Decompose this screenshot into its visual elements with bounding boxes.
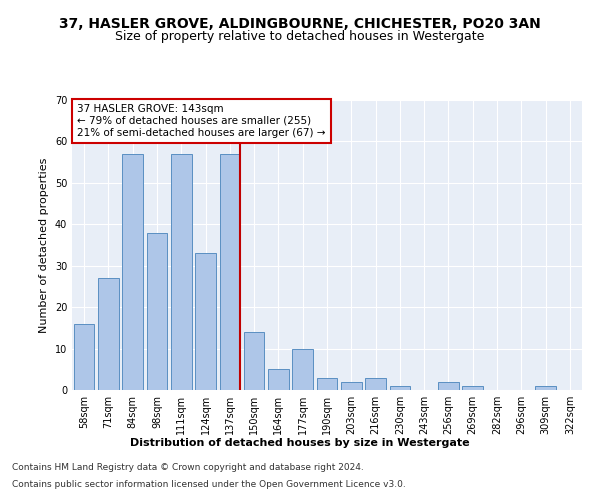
Bar — [74, 324, 94, 390]
Text: Size of property relative to detached houses in Westergate: Size of property relative to detached ho… — [115, 30, 485, 43]
Bar — [244, 332, 265, 390]
Bar — [98, 278, 119, 390]
Bar — [220, 154, 240, 390]
Y-axis label: Number of detached properties: Number of detached properties — [39, 158, 49, 332]
Text: 37, HASLER GROVE, ALDINGBOURNE, CHICHESTER, PO20 3AN: 37, HASLER GROVE, ALDINGBOURNE, CHICHEST… — [59, 18, 541, 32]
Bar — [268, 370, 289, 390]
Text: 37 HASLER GROVE: 143sqm
← 79% of detached houses are smaller (255)
21% of semi-d: 37 HASLER GROVE: 143sqm ← 79% of detache… — [77, 104, 326, 138]
Bar — [341, 382, 362, 390]
Bar — [195, 254, 216, 390]
Text: Distribution of detached houses by size in Westergate: Distribution of detached houses by size … — [130, 438, 470, 448]
Bar — [317, 378, 337, 390]
Text: Contains public sector information licensed under the Open Government Licence v3: Contains public sector information licen… — [12, 480, 406, 489]
Bar — [122, 154, 143, 390]
Bar — [535, 386, 556, 390]
Bar — [292, 348, 313, 390]
Bar — [389, 386, 410, 390]
Bar — [146, 232, 167, 390]
Bar — [463, 386, 483, 390]
Bar — [365, 378, 386, 390]
Text: Contains HM Land Registry data © Crown copyright and database right 2024.: Contains HM Land Registry data © Crown c… — [12, 464, 364, 472]
Bar — [438, 382, 459, 390]
Bar — [171, 154, 191, 390]
